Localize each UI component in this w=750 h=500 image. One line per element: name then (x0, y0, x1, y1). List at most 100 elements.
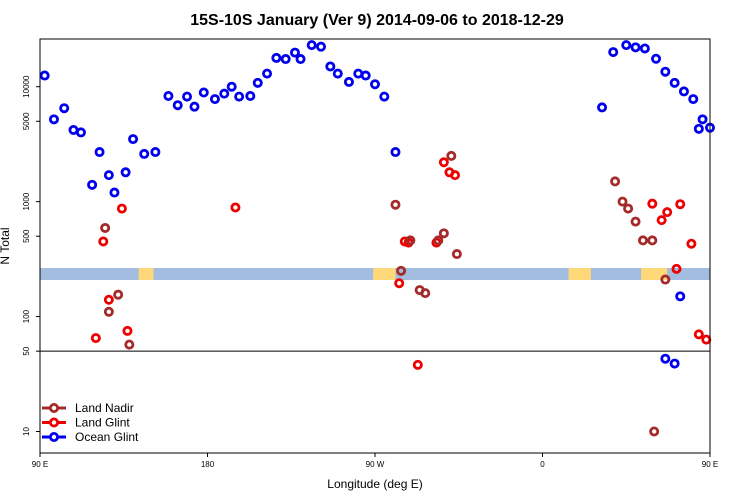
land-nadir-point (100, 222, 111, 233)
land-nadir-point (113, 289, 124, 300)
land-glint-point (103, 294, 114, 305)
ocean-glint-point (688, 94, 699, 105)
ocean-glint-point (48, 114, 59, 125)
data-points (39, 40, 716, 437)
ocean-glint-point (608, 47, 619, 58)
land-nadir-point (638, 235, 649, 246)
y-axis-label: N Total (0, 227, 12, 264)
land-nadir-point (103, 306, 114, 317)
land-nadir-point (451, 249, 462, 260)
land-glint-point (647, 198, 658, 209)
land-glint-point (98, 236, 109, 247)
ocean-glint-point (289, 47, 300, 58)
land-nadir-point (623, 203, 634, 214)
ocean-glint-point (325, 61, 336, 72)
land-glint-point (394, 278, 405, 289)
ocean-glint-point (75, 127, 86, 138)
ocean-glint-point (295, 54, 306, 65)
ocean-glint-point (139, 148, 150, 159)
ocean-glint-point (109, 187, 120, 198)
land-glint-point (90, 333, 101, 344)
land-nadir-point (617, 196, 628, 207)
land-nadir-point (396, 265, 407, 276)
ocean-glint-point (597, 102, 608, 113)
ocean-glint-point (262, 68, 273, 79)
ocean-glint-point (369, 79, 380, 90)
ocean-glint-point (332, 68, 343, 79)
x-tick-label: 90 E (32, 460, 48, 469)
ocean-glint-point (226, 81, 237, 92)
land-glint-point (116, 203, 127, 214)
ocean-glint-point (669, 77, 680, 88)
land-patch-1 (373, 268, 396, 280)
land-nadir-point (647, 235, 658, 246)
land-nadir-point (433, 235, 444, 246)
ocean-glint-point (390, 147, 401, 158)
chart-title: 15S-10S January (Ver 9) 2014-09-06 to 20… (190, 12, 564, 29)
land-patch-0 (138, 268, 154, 280)
land-nadir-point (649, 426, 660, 437)
ocean-glint-point (245, 90, 256, 101)
ocean-glint-point (630, 42, 641, 53)
land-nadir-point (390, 199, 401, 210)
x-tick-label: 0 (540, 460, 545, 469)
land-glint-point (686, 238, 697, 249)
ocean-glint-point (172, 100, 183, 111)
land-glint-point (656, 215, 667, 226)
land-glint-point (675, 199, 686, 210)
ocean-glint-point (198, 87, 209, 98)
land-nadir-point (630, 216, 641, 227)
land-nadir-point (405, 235, 416, 246)
y-tick-label: 1000 (22, 192, 31, 210)
ocean-glint-point (678, 86, 689, 97)
ocean-glint-point (189, 101, 200, 112)
ocean-glint-point (660, 66, 671, 77)
ocean-glint-point (219, 88, 230, 99)
ocean-glint-point (306, 40, 317, 51)
ocean-glint-point (639, 43, 650, 54)
ocean-glint-point (621, 40, 632, 51)
legend-marker-land-glint (49, 417, 60, 428)
ocean-glint-point (660, 353, 671, 364)
land-nadir-point (610, 176, 621, 187)
ocean-glint-point (120, 167, 131, 178)
land-nadir-point (438, 228, 449, 239)
x-axis-label: Longitude (deg E) (327, 477, 422, 491)
x-tick-label: 90 W (366, 460, 385, 469)
y-tick-label: 5000 (22, 112, 31, 130)
ocean-glint-point (103, 170, 114, 181)
y-tick-label: 500 (22, 229, 31, 243)
ocean-glint-point (316, 41, 327, 52)
land-glint-point (671, 263, 682, 274)
y-tick-label: 10000 (22, 75, 31, 98)
ocean-glint-point (59, 103, 70, 114)
ocean-glint-point (360, 70, 371, 81)
ocean-glint-point (128, 134, 139, 145)
land-patch-3 (641, 268, 668, 280)
x-tick-label: 90 E (702, 460, 718, 469)
legend-label-ocean-glint: Ocean Glint (75, 430, 139, 444)
land-patch-2 (568, 268, 591, 280)
ocean-glint-point (252, 77, 263, 88)
plot-frame (39, 38, 711, 454)
land-glint-point (438, 157, 449, 168)
ocean-glint-point (343, 76, 354, 87)
ocean-glint-point (234, 91, 245, 102)
land-nadir-point (446, 150, 457, 161)
land-glint-point (450, 170, 461, 181)
y-tick-label: 100 (22, 309, 31, 323)
land-glint-point (701, 334, 712, 345)
x-axis-ticks: 90 E 180 90 W 0 90 E (32, 453, 718, 469)
ocean-glint-point (87, 179, 98, 190)
legend-label-land-glint: Land Glint (75, 416, 130, 430)
ocean-glint-point (271, 52, 282, 63)
map-strip (40, 268, 710, 280)
ocean-glint-point (209, 94, 220, 105)
y-axis-ticks: 10 50 100 500 1000 5000 10000 (22, 75, 40, 436)
land-glint-point (693, 329, 704, 340)
ocean-glint-point (669, 358, 680, 369)
land-nadir-point (660, 274, 671, 285)
ocean-glint-point (182, 91, 193, 102)
